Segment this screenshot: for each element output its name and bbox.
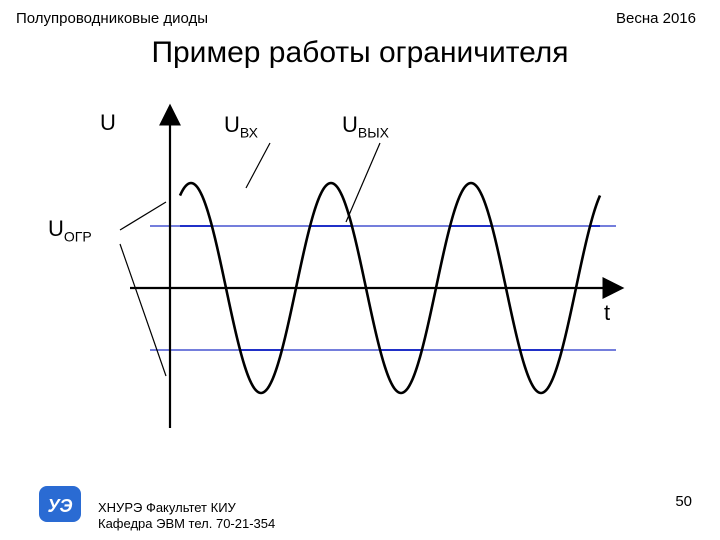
label-Uvx-sub: ВХ <box>240 124 258 140</box>
label-Uvyh-sub: ВЫХ <box>358 124 389 140</box>
lead-uvx <box>246 143 270 188</box>
header-left: Полупроводниковые диоды <box>16 10 208 27</box>
footer-text: ХНУРЭ Факультет КИУ Кафедра ЭВМ тел. 70-… <box>98 500 275 533</box>
label-Uogr: UОГР <box>48 216 92 244</box>
label-Uvyh: UВЫХ <box>342 112 389 140</box>
page-title: Пример работы ограничителя <box>0 36 720 70</box>
label-Uvx: UВХ <box>224 112 258 140</box>
page-number: 50 <box>675 493 692 510</box>
footer-line1: ХНУРЭ Факультет КИУ <box>98 500 236 515</box>
logo-text: УЭ <box>48 496 73 516</box>
label-Uvx-main: U <box>224 112 240 137</box>
lead-uogr-bottom <box>120 244 166 376</box>
lead-uvyh <box>346 143 380 222</box>
footer-line2: Кафедра ЭВМ тел. 70-21-354 <box>98 516 275 531</box>
org-logo: УЭ <box>38 482 82 526</box>
label-Uogr-sub: ОГР <box>64 228 92 244</box>
label-t: t <box>604 300 610 326</box>
header-right: Весна 2016 <box>616 10 696 27</box>
label-Uvyh-main: U <box>342 112 358 137</box>
label-Uogr-main: U <box>48 216 64 241</box>
org-logo-svg: УЭ <box>38 482 82 526</box>
limiter-chart <box>60 88 660 448</box>
label-U: U <box>100 110 116 136</box>
